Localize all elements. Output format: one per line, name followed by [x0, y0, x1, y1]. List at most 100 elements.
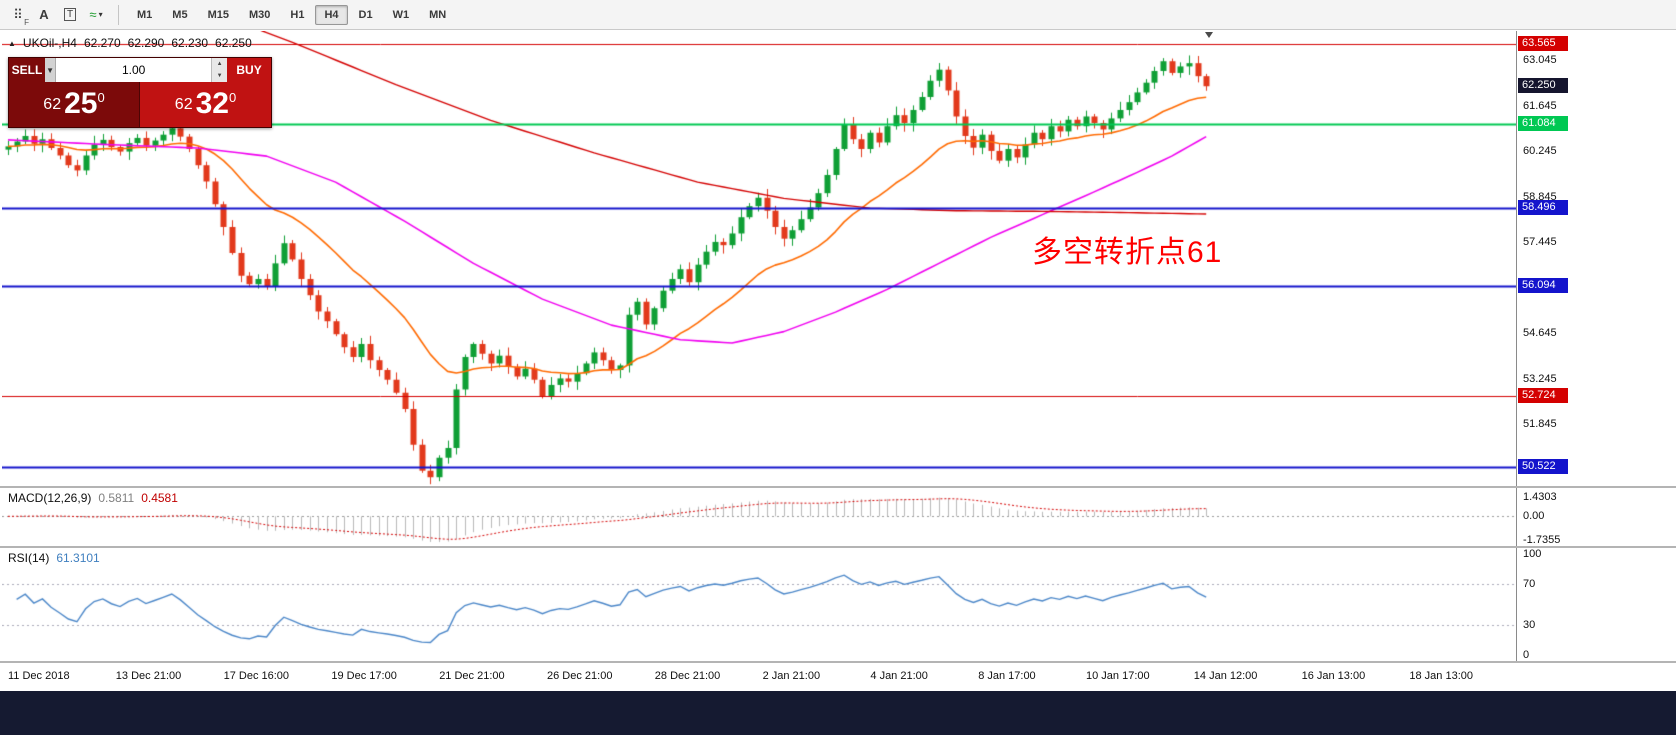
time-axis-label: 8 Jan 17:00	[978, 670, 1036, 682]
macd-axis: 1.4303 0.00 -1.7355	[1516, 488, 1676, 546]
timeframe-group: M1 M5 M15 M30 H1 H4 D1 W1 MN	[127, 4, 456, 25]
timeframe-button-M30[interactable]: M30	[248, 8, 271, 21]
chart-annotation-text: 多空转折点61	[1032, 236, 1223, 269]
timeframe-button-M1[interactable]: M1	[137, 8, 153, 21]
rsi-axis: 100 70 30 0	[1516, 548, 1676, 661]
price-axis-label: 51.845	[1523, 418, 1557, 431]
chart-plot-area: ▲ UKOil-,H4 62.270 62.290 62.230 62.250 …	[2, 31, 1516, 486]
buy-button[interactable]: BUY	[227, 58, 271, 82]
time-axis-label: 2 Jan 21:00	[762, 670, 821, 682]
buy-price-sup: 0	[228, 90, 237, 105]
bottom-bar	[0, 691, 1676, 735]
buy-price-big: 32	[195, 87, 229, 120]
time-axis-label: 26 Dec 21:00	[547, 670, 613, 682]
volume-input[interactable]	[56, 58, 212, 82]
chart-shift-marker-icon[interactable]	[1205, 32, 1213, 38]
panel-separator[interactable]	[0, 661, 1676, 663]
volume-field-wrap: ▲ ▼	[56, 58, 228, 82]
text-label-tool-icon[interactable]: A	[39, 7, 49, 22]
ohlc-open: 62.270	[83, 36, 121, 50]
rsi-axis-label: 100	[1523, 548, 1542, 560]
toolbar: ⠿ F A T ≈ ▾ M1 M5 M15 M30 H1 H4 D1 W1 MN	[0, 0, 1676, 30]
rsi-axis-label: 0	[1523, 649, 1530, 661]
macd-panel: MACD(12,26,9) 0.5811 0.4581 1.4303 0.00 -1…	[0, 488, 1676, 546]
price-badge: 58.496	[1518, 200, 1568, 216]
time-axis[interactable]: 11 Dec 2018 13 Dec 21:00 17 Dec 16:00 19 De…	[0, 663, 1676, 691]
time-axis-label: 21 Dec 21:00	[439, 670, 505, 682]
volume-spinner: ▲ ▼	[211, 58, 228, 82]
buy-price[interactable]: 62 32 0	[140, 82, 271, 127]
macd-label: MACD(12,26,9)	[8, 491, 92, 505]
price-badge: 50.522	[1518, 459, 1568, 475]
panel-separator[interactable]	[0, 546, 1676, 548]
rsi-label: RSI(14)	[8, 551, 50, 565]
macd-value-signal: 0.4581	[141, 491, 178, 505]
sell-price-big: 25	[64, 87, 98, 120]
sell-button[interactable]: SELL	[9, 58, 45, 82]
timeframe-button-W1[interactable]: W1	[392, 8, 410, 21]
macd-axis-label: 1.4303	[1523, 491, 1557, 504]
timeframe-button-D1[interactable]: D1	[358, 8, 373, 21]
macd-axis-label: 0.00	[1523, 510, 1545, 523]
tool-icons-group: ⠿ F A T ≈ ▾	[6, 3, 110, 27]
price-axis-label: 60.245	[1523, 145, 1557, 158]
dot-grid-tool-icon[interactable]: ⠿ F	[13, 6, 29, 27]
timeframe-button-MN[interactable]: MN	[429, 8, 447, 21]
text-box-tool-icon[interactable]: T	[58, 3, 82, 27]
timeframe-button-H1[interactable]: H1	[290, 8, 305, 21]
one-click-trading-panel: SELL ▼ ▲ ▼ BUY 62 25 0	[8, 57, 272, 128]
timeframe-button-H4[interactable]: H4	[315, 4, 348, 25]
panel-separator[interactable]	[0, 486, 1676, 488]
chart-symbol-period: UKOil-,H4	[22, 36, 77, 50]
price-badge: 63.565	[1518, 35, 1568, 51]
chevron-down-icon: ▼	[46, 65, 55, 75]
time-axis-label: 10 Jan 17:00	[1086, 670, 1150, 682]
price-axis-label: 63.045	[1523, 54, 1557, 67]
time-axis-label: 18 Jan 13:00	[1409, 670, 1474, 682]
indicators-menu-icon[interactable]: ≈ ▾	[89, 7, 103, 22]
timeframe-button-M5[interactable]: M5	[172, 8, 188, 21]
rsi-axis-label: 30	[1523, 618, 1536, 631]
time-axis-label: 13 Dec 21:00	[115, 670, 182, 682]
volume-decrease-button[interactable]: ▼	[216, 73, 223, 79]
price-badge: 61.084	[1518, 116, 1568, 132]
macd-value-main: 0.5811	[98, 491, 135, 505]
price-axis-label: 58.845	[1523, 190, 1557, 203]
ohlc-high: 62.290	[127, 36, 165, 50]
one-click-toggle-icon[interactable]: ▲	[8, 38, 16, 48]
rsi-axis-label: 70	[1523, 578, 1536, 591]
rsi-label-row: RSI(14) 61.3101	[8, 551, 100, 565]
sell-price-base: 62	[43, 96, 62, 113]
time-axis-label: 28 Dec 21:00	[654, 670, 721, 682]
ohlc-close: 62.250	[215, 36, 252, 50]
price-axis-label: 54.645	[1523, 327, 1557, 340]
price-axis-label: 53.245	[1523, 372, 1557, 385]
buy-price-base: 62	[174, 96, 193, 113]
chart-title: ▲ UKOil-,H4 62.270 62.290 62.230 62.250	[8, 36, 252, 50]
macd-axis-label: -1.7355	[1523, 533, 1561, 546]
ohlc-low: 62.230	[171, 36, 209, 50]
sell-price-sup: 0	[97, 90, 105, 105]
rsi-value: 61.3101	[56, 551, 100, 565]
time-axis-label: 14 Jan 12:00	[1193, 670, 1258, 682]
rsi-canvas[interactable]	[2, 548, 1516, 661]
macd-canvas[interactable]	[2, 488, 1516, 546]
macd-label-row: MACD(12,26,9) 0.5811 0.4581	[8, 491, 178, 505]
time-axis-label: 19 Dec 17:00	[331, 670, 397, 682]
time-axis-label: 4 Jan 21:00	[870, 670, 928, 682]
volume-dropdown-button[interactable]: ▼	[45, 58, 57, 82]
sell-price[interactable]: 62 25 0	[9, 82, 140, 127]
price-badge: 52.724	[1518, 387, 1568, 403]
time-axis-label: 16 Jan 13:00	[1301, 670, 1366, 682]
rsi-panel: RSI(14) 61.3101 100 70 30 0	[0, 548, 1676, 661]
price-axis[interactable]: 63.045 61.645 60.245 58.845 57.445 54.645 53.2…	[1516, 31, 1676, 486]
timeframe-button-M15[interactable]: M15	[207, 8, 229, 21]
volume-increase-button[interactable]: ▲	[216, 61, 223, 67]
price-axis-label: 61.645	[1523, 99, 1557, 112]
toolbar-separator	[118, 4, 119, 25]
time-axis-label: 11 Dec 2018	[8, 670, 70, 682]
price-badge: 56.094	[1518, 278, 1568, 294]
price-axis-label: 57.445	[1523, 236, 1557, 249]
time-axis-label: 17 Dec 16:00	[223, 670, 290, 682]
